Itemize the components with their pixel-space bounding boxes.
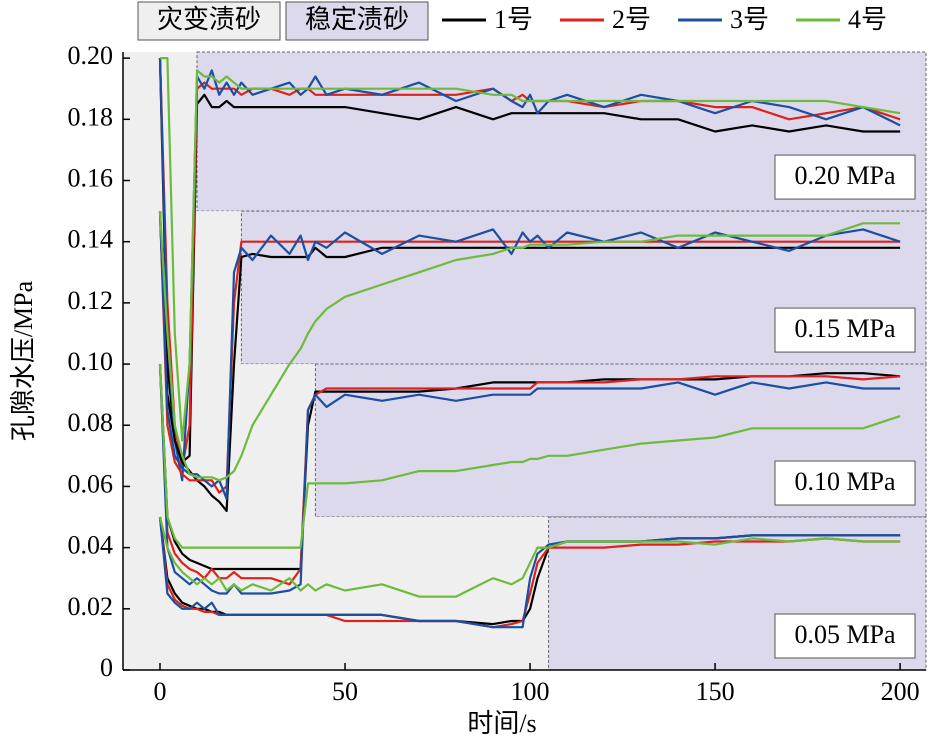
data-line [158, 58, 901, 464]
data-line [158, 364, 901, 595]
y-tick-label: 0.18 [68, 102, 114, 131]
pressure-label: 0.05 MPa [794, 620, 896, 649]
y-tick-label: 0.20 [68, 41, 114, 70]
legend-region-label: 灾变渍砂 [157, 5, 261, 34]
data-line [158, 211, 901, 482]
data-line [158, 211, 901, 512]
y-axis-label: 孔隙水压/MPa [9, 280, 38, 441]
x-axis-label: 时间/s [467, 709, 536, 738]
legend-region-box [137, 1, 281, 41]
plot-layer: 0.20 MPa 0.15 MPa 0.10 MPa 0.05 MPa [123, 51, 927, 671]
pressure-label-box [774, 307, 916, 353]
legend-label: 1号 [494, 5, 533, 34]
data-line [160, 57, 901, 442]
x-tick-label: 50 [332, 677, 358, 706]
pressure-label: 0.15 MPa [794, 314, 896, 343]
unstable-region [123, 211, 242, 365]
y-tick-label: 0.10 [68, 347, 114, 376]
y-tick-label: 0.16 [68, 163, 114, 192]
pressure-label-box [774, 613, 916, 659]
legend-region-label: 稳定渍砂 [305, 5, 409, 34]
legend-label: 4号 [848, 5, 887, 34]
x-tick-label: 150 [696, 677, 735, 706]
x-tick-label: 0 [154, 677, 167, 706]
pressure-label: 0.20 MPa [794, 161, 896, 190]
y-tick-label: 0.06 [68, 469, 114, 498]
unstable-region [123, 364, 316, 518]
x-tick-label: 100 [511, 677, 550, 706]
legend-region-box [285, 1, 429, 41]
data-line [158, 516, 901, 598]
data-line [158, 516, 901, 629]
y-tick-label: 0 [100, 653, 113, 682]
pressure-label-box [774, 460, 916, 506]
y-tick-label: 0.02 [68, 592, 114, 621]
y-tick-label: 0.14 [68, 225, 114, 254]
x-tick-label: 200 [881, 677, 920, 706]
data-line [158, 364, 901, 586]
pressure-label-box [774, 154, 916, 200]
legend-label: 3号 [730, 5, 769, 34]
y-tick-label: 0.08 [68, 408, 114, 437]
unstable-region [123, 517, 549, 670]
data-line [158, 211, 901, 500]
legend-label: 2号 [612, 5, 651, 34]
y-tick-label: 0.12 [68, 286, 114, 315]
y-tick-label: 0.04 [68, 531, 114, 560]
data-line [158, 364, 901, 549]
pressure-label: 0.10 MPa [794, 467, 896, 496]
data-line [158, 516, 901, 629]
